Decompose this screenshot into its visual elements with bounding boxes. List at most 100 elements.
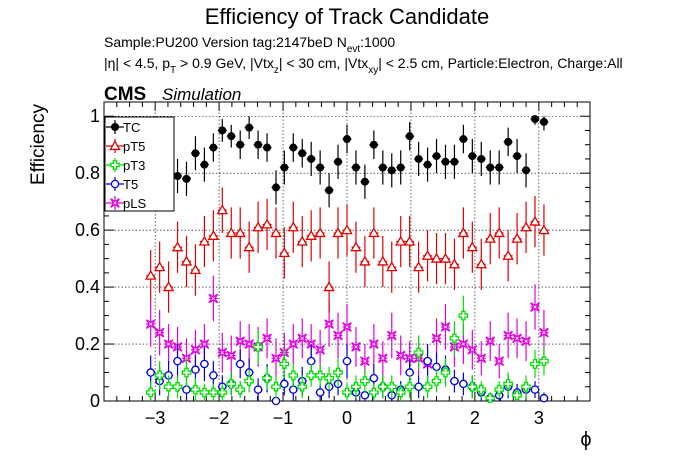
marker [296,235,308,246]
marker [289,385,298,394]
marker [182,174,191,183]
point-pls [271,338,281,379]
point-pt5 [412,241,425,293]
marker [396,163,405,172]
point-pt3 [369,383,379,401]
point-t5 [173,344,183,379]
point-pls [377,341,388,376]
marker [457,227,470,238]
point-t5 [235,349,245,379]
marker [262,373,272,384]
point-tc [190,136,200,171]
point-pt3 [199,383,210,401]
point-pt3 [485,392,496,404]
marker [484,232,496,243]
marker [180,255,193,266]
point-tc [271,170,281,205]
point-pt5 [261,198,273,251]
point-pls [440,304,451,350]
cuts-part-3: | < 30 cm, |Vtx [279,55,368,71]
point-pt5 [305,210,317,262]
point-tc [449,144,459,179]
point-tc [476,141,486,177]
legend-label: TC [123,120,140,135]
point-pt3 [279,349,290,379]
marker [423,356,432,366]
point-tc [279,150,289,185]
marker [475,258,488,269]
point-pt5 [296,215,308,268]
point-pls [512,318,522,359]
marker [207,229,220,240]
marker [226,350,237,361]
marker [503,379,513,389]
marker [531,115,540,124]
point-pt3 [315,363,325,387]
marker [414,382,423,392]
marker [209,371,218,380]
point-pt5 [162,261,175,313]
point-t5 [271,396,281,406]
legend-label: pT5 [123,139,145,154]
point-pt5 [225,207,237,259]
marker [315,388,325,397]
point-pt3 [235,381,246,399]
marker [279,359,290,369]
point-tc [458,124,468,154]
point-pt3 [539,346,549,376]
point-pt5 [421,230,434,282]
point-pls [297,318,308,359]
point-pt3 [217,383,228,401]
tick-marks [104,101,591,402]
x-tick-label: 2 [470,408,480,428]
cuts-sub-2: z [274,65,279,76]
point-pt5 [394,215,407,268]
marker [430,252,443,263]
marker [316,163,325,172]
point-pt5 [448,238,461,290]
marker [315,370,325,381]
point-pt5 [403,215,416,268]
marker [191,149,200,158]
point-pt5 [234,207,246,259]
point-tc [324,173,334,208]
marker [513,152,522,161]
point-tc [208,133,218,162]
point-tc [539,116,549,131]
point-pt3 [190,378,201,401]
point-tc [333,144,343,179]
marker [360,391,370,400]
point-pt5 [493,207,505,259]
point-pls [530,284,540,330]
marker [144,269,157,280]
marker [208,387,219,398]
point-tc [530,115,540,125]
marker [154,327,165,338]
point-tc [199,147,209,182]
point-tc [342,124,352,154]
marker [431,376,442,386]
point-tc [503,127,513,157]
point-pt3 [494,381,505,399]
point-pt3 [288,363,299,387]
point-pt3 [476,381,487,399]
point-tc [351,150,361,185]
point-pt3 [360,369,370,393]
legend-entry-tc: TC [106,120,140,135]
marker [253,342,263,352]
marker [153,261,166,272]
point-t5 [530,381,540,399]
point-pt3 [172,375,183,399]
marker [360,376,370,386]
legend-marker [110,160,120,170]
series-pt5 [144,187,550,313]
point-pt3 [306,363,317,387]
marker [520,221,532,232]
point-pt3 [324,366,334,390]
point-pls [431,318,442,359]
marker [171,241,184,252]
point-pt5 [475,238,488,290]
marker [252,221,264,232]
marker [244,376,255,386]
marker [387,166,396,175]
